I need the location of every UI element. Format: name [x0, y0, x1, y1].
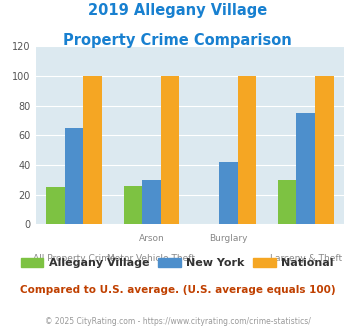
Text: Motor Vehicle Theft: Motor Vehicle Theft — [107, 254, 195, 263]
Bar — [83, 76, 102, 224]
Text: All Property Crime: All Property Crime — [33, 254, 115, 263]
Bar — [160, 76, 179, 224]
Text: Larceny & Theft: Larceny & Theft — [270, 254, 342, 263]
Bar — [315, 76, 334, 224]
Text: Arson: Arson — [138, 234, 164, 243]
Bar — [142, 180, 160, 224]
Text: © 2025 CityRating.com - https://www.cityrating.com/crime-statistics/: © 2025 CityRating.com - https://www.city… — [45, 317, 310, 326]
Bar — [46, 187, 65, 224]
Text: Property Crime Comparison: Property Crime Comparison — [63, 33, 292, 48]
Bar — [219, 162, 238, 224]
Bar — [124, 186, 142, 224]
Bar — [65, 128, 83, 224]
Legend: Allegany Village, New York, National: Allegany Village, New York, National — [17, 253, 338, 273]
Text: Burglary: Burglary — [209, 234, 248, 243]
Text: Compared to U.S. average. (U.S. average equals 100): Compared to U.S. average. (U.S. average … — [20, 285, 335, 295]
Bar — [296, 113, 315, 224]
Bar — [238, 76, 256, 224]
Bar — [278, 180, 296, 224]
Text: 2019 Allegany Village: 2019 Allegany Village — [88, 3, 267, 18]
